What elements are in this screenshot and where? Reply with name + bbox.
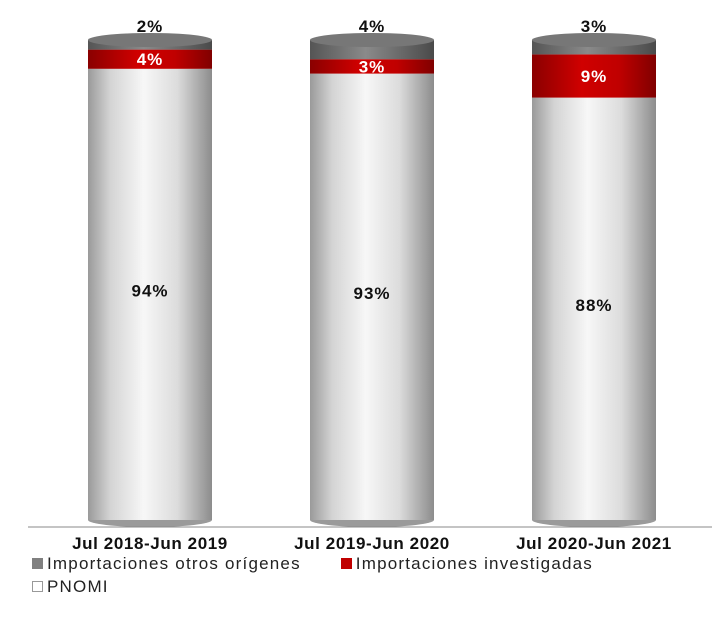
- data-label-0-0: 94%: [131, 281, 168, 300]
- data-label-2-1: 4%: [359, 17, 386, 36]
- legend-label-otros: Importaciones otros orígenes: [47, 553, 301, 573]
- bar-segment-importaciones-investigadas-1: [310, 59, 434, 74]
- data-label-2-0: 2%: [137, 17, 164, 36]
- bar-cap-1: [310, 33, 434, 47]
- data-label-1-1: 3%: [359, 57, 386, 76]
- legend-swatch-pnomi: [32, 581, 43, 592]
- data-label-1-2: 9%: [581, 67, 608, 86]
- bar-cap-0: [88, 33, 212, 47]
- legend: Importaciones otros orígenes Importacion…: [32, 552, 712, 598]
- bar-segment-importaciones-investigadas-2: [532, 54, 656, 98]
- bar-segment-pnomi-2: [532, 97, 656, 520]
- category-label-0: Jul 2018-Jun 2019: [72, 534, 228, 553]
- bars-layer: [88, 33, 656, 527]
- legend-swatch-investigadas: [340, 558, 352, 569]
- data-label-2-2: 3%: [581, 17, 608, 36]
- legend-item-pnomi: PNOMI: [32, 577, 109, 597]
- legend-label-pnomi: PNOMI: [47, 576, 109, 596]
- bar-cap-2: [532, 33, 656, 47]
- data-label-0-2: 88%: [575, 296, 612, 315]
- legend-row-1: Importaciones otros orígenes Importacion…: [32, 552, 712, 575]
- legend-row-2: PNOMI: [32, 575, 712, 598]
- data-label-1-0: 4%: [137, 50, 164, 69]
- data-label-0-1: 93%: [353, 284, 390, 303]
- legend-item-investigadas: Importaciones investigadas: [340, 553, 593, 574]
- category-label-1: Jul 2019-Jun 2020: [294, 534, 450, 553]
- category-label-2: Jul 2020-Jun 2021: [516, 534, 672, 553]
- legend-swatch-otros: [32, 558, 43, 569]
- legend-item-otros: Importaciones otros orígenes: [32, 554, 301, 574]
- bar-segment-importaciones-investigadas-0: [88, 49, 212, 69]
- legend-label-investigadas: Importaciones investigadas: [355, 553, 593, 573]
- bar-segment-pnomi-0: [88, 68, 212, 521]
- labels-layer: 94% 4% 2% Jul 2018-Jun 2019 93% 3% 4% Jul 2019-…: [72, 17, 672, 553]
- bar-segment-pnomi-1: [310, 73, 434, 520]
